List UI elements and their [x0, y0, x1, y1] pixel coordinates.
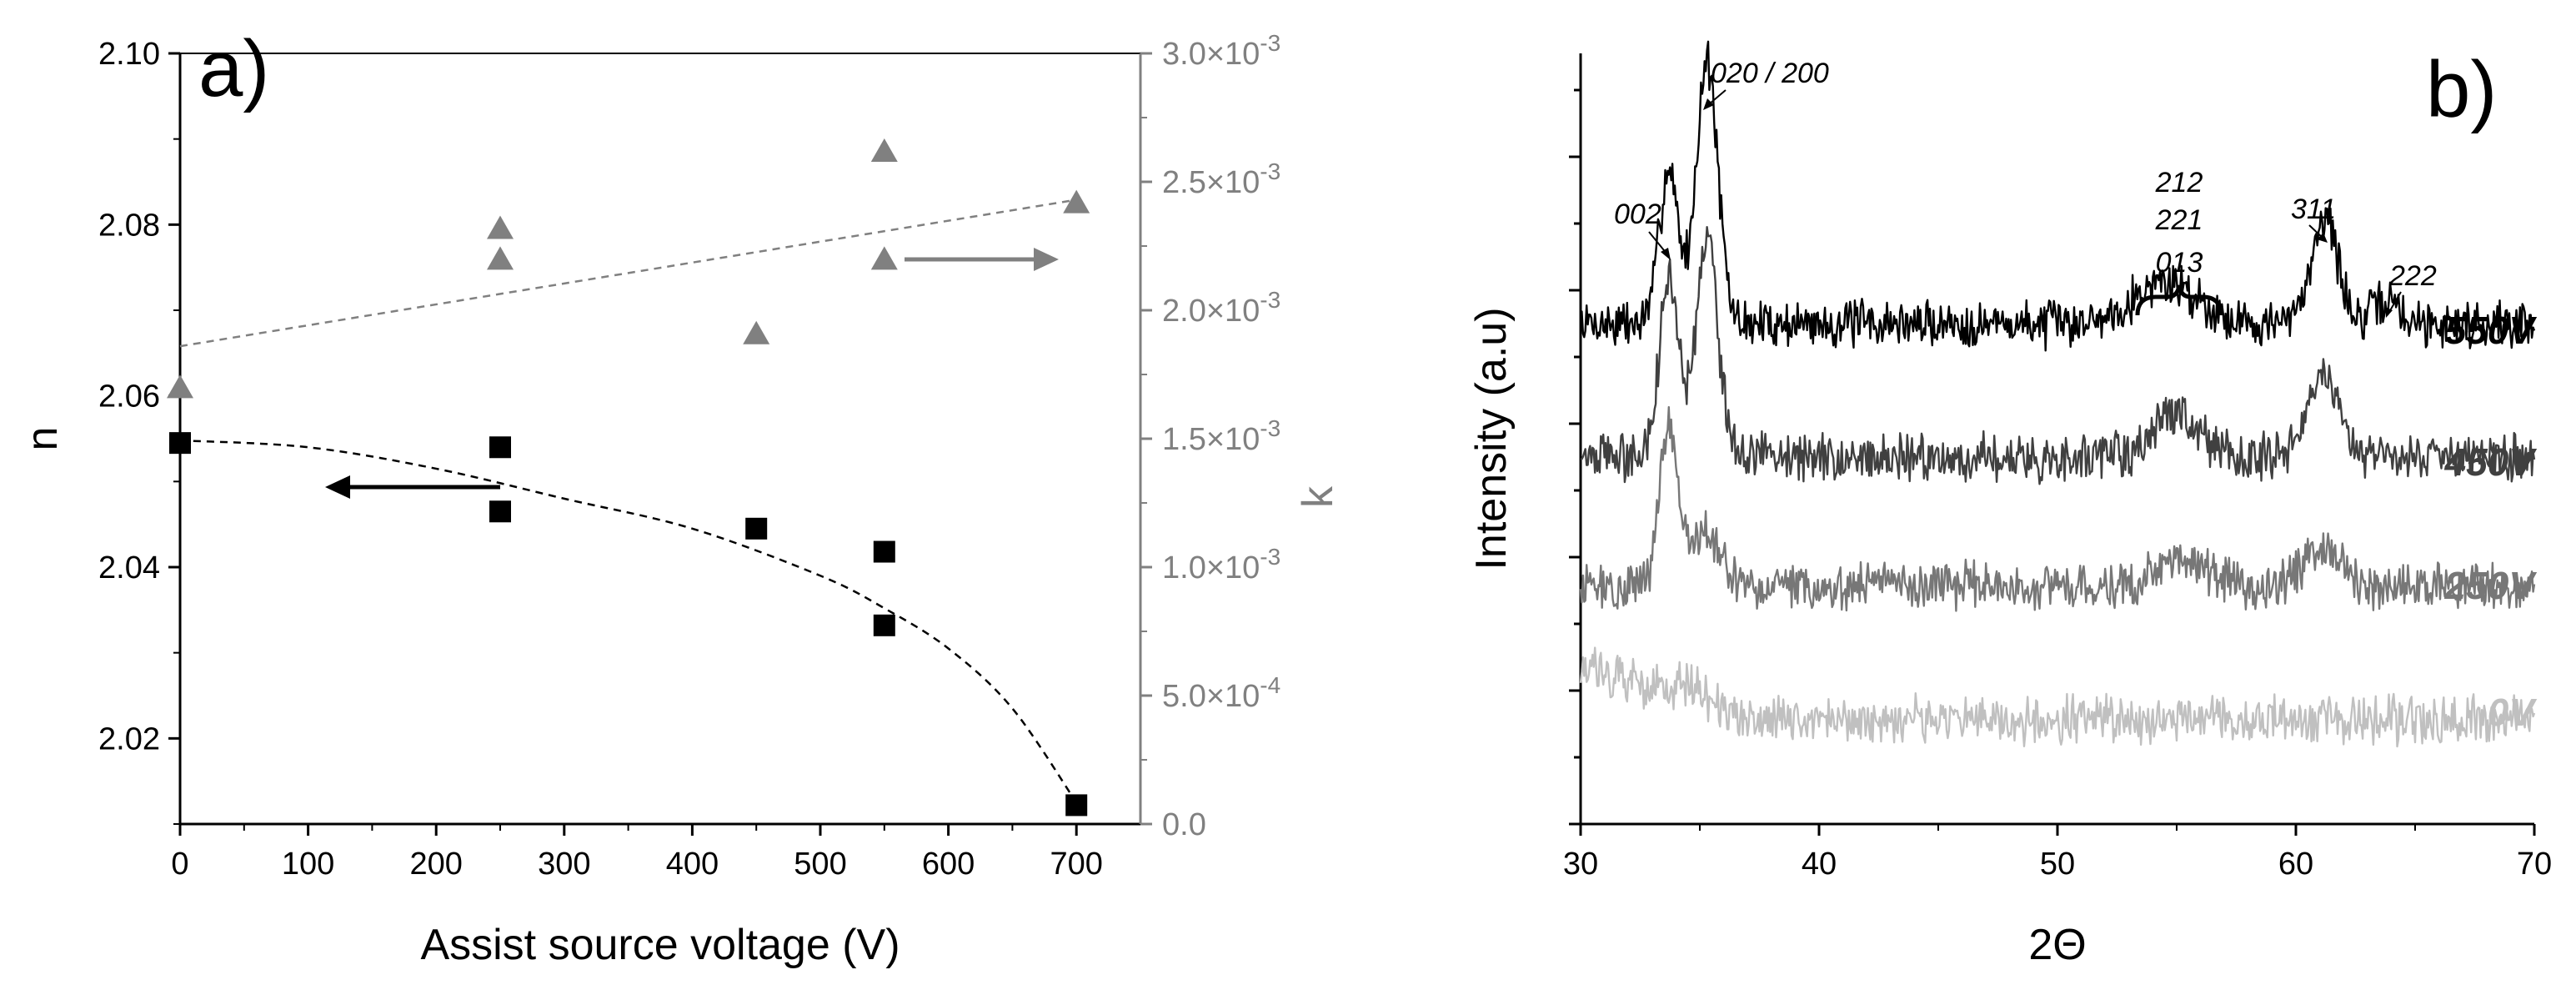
panel-a-markers — [167, 138, 1090, 817]
n-marker — [169, 432, 191, 455]
xrd-trace-450V — [1580, 226, 2536, 485]
x-tick-label: 100 — [282, 847, 334, 882]
series-label-0v: 0V — [2488, 691, 2538, 734]
left-y-tick-label: 2.02 — [98, 721, 160, 756]
x-tick-label: 400 — [666, 847, 719, 882]
annotation-002: 002 — [1614, 199, 1661, 230]
k-marker — [1063, 189, 1090, 214]
n-marker — [489, 436, 511, 459]
right-y-tick-label: 5.0×10-4 — [1162, 672, 1280, 714]
left-y-tick-label: 2.08 — [98, 208, 160, 243]
annotation-222: 222 — [2388, 260, 2437, 292]
panel-a-left-y-axis-label: n — [18, 427, 67, 451]
panel-a-right-y-axis-label: k — [1294, 485, 1342, 508]
panel-b-y-axis-label: Intensity (a.u) — [1467, 307, 1516, 570]
x-tick-label: 50 — [2040, 847, 2075, 882]
tick-mantissa: 5.0 — [1162, 679, 1206, 714]
tick-exponent: -4 — [1260, 672, 1280, 698]
tick-mantissa: 0.0 — [1162, 807, 1206, 842]
peak-annotations: 002 020 / 200 212 221 013 311 222 — [1614, 58, 2437, 318]
x-tick-label: 30 — [1563, 847, 1598, 882]
n-marker — [873, 540, 895, 563]
panel-b-x-ticks: 30 40 50 60 70 — [1563, 824, 2552, 882]
panel-b-traces — [1579, 40, 2536, 748]
n-marker — [1065, 794, 1088, 817]
tick-mantissa: 1.5 — [1162, 422, 1206, 457]
tick-exponent: -3 — [1260, 287, 1280, 313]
annotation-221: 221 — [2155, 204, 2203, 236]
tick-base: ×10 — [1206, 422, 1260, 457]
panel-a-fit-lines — [179, 199, 1078, 804]
annotation-311: 311 — [2291, 193, 2336, 225]
panel-a-left-y-ticks: 2.02 2.04 2.06 2.08 2.10 — [98, 37, 180, 825]
annotation-013: 013 — [2156, 247, 2203, 279]
k-marker — [487, 215, 514, 239]
right-y-tick-label: 2.0×10-3 — [1162, 287, 1280, 329]
k-marker — [487, 246, 514, 270]
x-tick-label: 0 — [171, 847, 188, 882]
tick-exponent: -3 — [1260, 30, 1280, 56]
right-y-tick-label: 1.0×10-3 — [1162, 544, 1280, 585]
series-label-250v: 250V — [2444, 564, 2538, 607]
k-marker — [870, 138, 898, 163]
panel-a-right-y-ticks: 0.05.0×10-41.0×10-31.5×10-32.0×10-32.5×1… — [1140, 30, 1280, 842]
tick-base: ×10 — [1206, 37, 1260, 72]
fit-line-k — [179, 199, 1077, 348]
panel-b-y-ticks — [1569, 88, 1581, 826]
k-marker — [870, 246, 898, 270]
left-y-tick-label: 2.10 — [98, 37, 160, 72]
left-y-tick-label: 2.04 — [98, 550, 160, 585]
panel-a-axes — [178, 53, 1142, 826]
tick-exponent: -3 — [1260, 158, 1280, 184]
right-y-tick-label: 2.5×10-3 — [1162, 158, 1280, 200]
fit-line-n — [179, 439, 1078, 804]
panel-b-x-axis-label: 2Θ — [2028, 921, 2086, 969]
right-y-tick-label: 3.0×10-3 — [1162, 30, 1280, 72]
x-tick-label: 300 — [538, 847, 590, 882]
series-label-450v: 450V — [2444, 440, 2538, 484]
tick-mantissa: 2.5 — [1162, 165, 1206, 200]
xrd-trace-550V — [1579, 40, 2536, 352]
x-tick-label: 700 — [1050, 847, 1102, 882]
x-tick-label: 70 — [2517, 847, 2552, 882]
panel-b-xrd-chart: 30 40 50 60 70 002 020 / 200 212 221 013 311… — [1467, 40, 2552, 969]
k-marker — [743, 320, 770, 344]
tick-base: ×10 — [1206, 165, 1260, 200]
panel-a-x-ticks: 0 100 200 300 400 500 600 700 — [171, 824, 1103, 882]
x-tick-label: 40 — [1802, 847, 1837, 882]
tick-mantissa: 2.0 — [1162, 294, 1206, 329]
panel-a-n-k-chart: 0 100 200 300 400 500 600 700 2.022.042.062.082… — [18, 24, 1342, 969]
x-tick-label: 600 — [922, 847, 975, 882]
brace-icon — [2135, 284, 2223, 316]
n-series-left-arrow — [325, 475, 500, 499]
panel-b-label: b) — [2426, 45, 2497, 134]
tick-mantissa: 3.0 — [1162, 37, 1206, 72]
left-y-tick-label: 2.06 — [98, 379, 160, 415]
x-tick-label: 60 — [2278, 847, 2313, 882]
panel-a-x-axis-label: Assist source voltage (V) — [420, 921, 900, 969]
right-y-tick-label: 0.0 — [1162, 807, 1206, 842]
x-tick-label: 500 — [794, 847, 846, 882]
annotation-020-200: 020 / 200 — [1711, 58, 1829, 89]
xrd-trace-0V — [1579, 646, 2536, 748]
tick-exponent: -3 — [1260, 415, 1280, 441]
panel-a-label: a) — [198, 24, 269, 113]
tick-exponent: -3 — [1260, 544, 1280, 570]
tick-base: ×10 — [1206, 550, 1260, 585]
x-tick-label: 200 — [409, 847, 462, 882]
series-label-550v: 550V — [2445, 309, 2538, 352]
n-marker — [873, 614, 895, 636]
n-marker — [489, 500, 511, 523]
right-y-tick-label: 1.5×10-3 — [1162, 415, 1280, 457]
k-series-right-arrow — [905, 248, 1059, 271]
tick-mantissa: 1.0 — [1162, 550, 1206, 585]
xrd-trace-250V — [1579, 405, 2536, 612]
annotation-212: 212 — [2155, 167, 2203, 199]
tick-base: ×10 — [1206, 679, 1260, 714]
tick-base: ×10 — [1206, 294, 1260, 329]
n-marker — [745, 517, 768, 540]
k-marker — [167, 374, 193, 399]
